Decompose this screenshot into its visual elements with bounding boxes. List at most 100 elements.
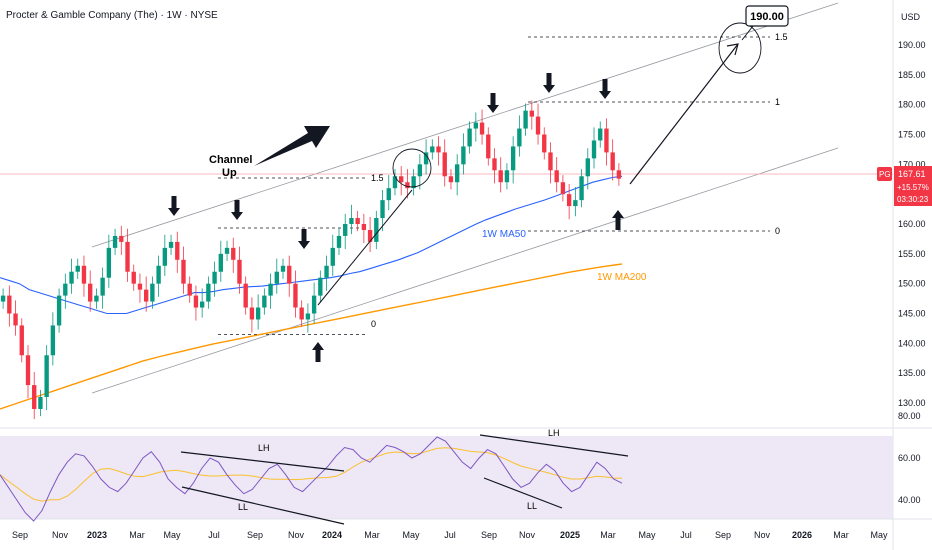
candle-body [13,313,18,326]
candle-body [566,194,572,207]
candle-body [218,253,223,272]
candle-body [436,146,441,153]
up-arrow-marker [612,210,624,230]
circle-marker-b [718,22,762,74]
candle-body [75,265,80,272]
candle-body [554,170,559,183]
candle-body [150,283,155,302]
time-tick-label: Nov [52,530,69,540]
rsi-lh-label-2: LH [548,428,560,438]
candle-body [206,283,211,302]
candle-body [119,235,124,242]
candle-body [355,218,360,224]
price-tick-label: 180.00 [898,100,926,110]
rsi-ll-label-2: LL [527,501,537,511]
rsi-line [0,436,623,522]
candle-body [548,152,553,171]
price-tick-label: 190.00 [898,40,926,50]
candle-body [231,247,236,260]
candle-body [63,283,68,296]
down-arrow-marker [231,200,243,220]
candle-body [504,170,510,183]
candle-body [454,164,460,183]
candle-body [262,295,267,308]
rsi-lh-line-1 [180,451,345,472]
price-tick-label: 130.00 [898,398,926,408]
candle-body [274,271,279,284]
candle-body [573,200,578,207]
candle-body [486,134,491,159]
fib-a-label-0: 0 [371,319,376,329]
candle-body [19,325,24,356]
price-tick-label: 170.00 [898,159,926,169]
rsi-lh-label-1: LH [258,443,270,453]
candle-body [168,241,174,248]
time-tick-label: 2023 [87,530,107,540]
price-tick-label: 80.00 [898,411,921,421]
candle-body [361,224,367,230]
candle-body [324,265,329,278]
time-tick-label: May [638,530,656,540]
candle-body [598,128,603,141]
candle-body [579,176,584,201]
candle-body [473,122,479,129]
candle-body [610,152,615,171]
fib-b-label-1-5: 1.5 [775,32,788,42]
candle-body [392,176,398,189]
target-callout-pointer [741,25,754,41]
time-tick-label: Sep [481,530,497,540]
time-tick-label: Jul [208,530,220,540]
channel-label-line2: Up [222,167,237,179]
candle-body [25,355,31,386]
candle-body [542,134,547,153]
candle-body [293,283,298,308]
candle-body [523,110,528,129]
price-tick-label: 150.00 [898,279,926,289]
candle-body [112,235,118,248]
time-tick-label: Mar [129,530,145,540]
rsi-panel-background [0,436,893,519]
ma200-line [0,263,623,410]
time-tick-label: Sep [247,530,263,540]
time-tick-label: Sep [715,530,731,540]
candle-body [199,301,205,308]
candle-body [131,271,136,284]
down-arrow-marker [168,196,180,216]
candle-body [417,164,423,177]
candle-body [604,128,609,153]
time-tick-label: Jul [680,530,692,540]
candle-body [492,158,497,171]
candle-body [311,295,317,314]
candle-body [243,283,248,308]
candle-body [591,140,597,159]
ma200-label: 1W MA200 [597,272,647,283]
time-tick-label: Nov [288,530,305,540]
target-callout-box [745,5,789,27]
candle-body [411,176,416,189]
candle-body [175,241,180,260]
candle-body [255,307,261,320]
candle-body [268,283,273,296]
time-tick-label: May [870,530,888,540]
fib-b-label-0: 0 [775,226,780,236]
candle-body [32,385,37,409]
candle-body [343,224,348,236]
channel-upper-line [91,2,839,248]
time-tick-label: 2026 [792,530,812,540]
candle-body [616,170,622,179]
candle-body [125,241,130,272]
currency-label: USD [901,12,921,22]
time-tick-label: May [402,530,420,540]
candle-body [81,265,87,284]
candle-body [56,295,62,326]
candle-body [467,128,472,147]
candle-body [461,146,466,165]
candle-body [224,247,230,254]
candle-body [88,283,93,302]
fib-a-label-1-5: 1.5 [371,173,384,183]
candle-body [38,397,43,409]
candle-body [399,176,404,183]
candle-body [162,247,168,266]
fib-b-label-1: 1 [775,97,780,107]
